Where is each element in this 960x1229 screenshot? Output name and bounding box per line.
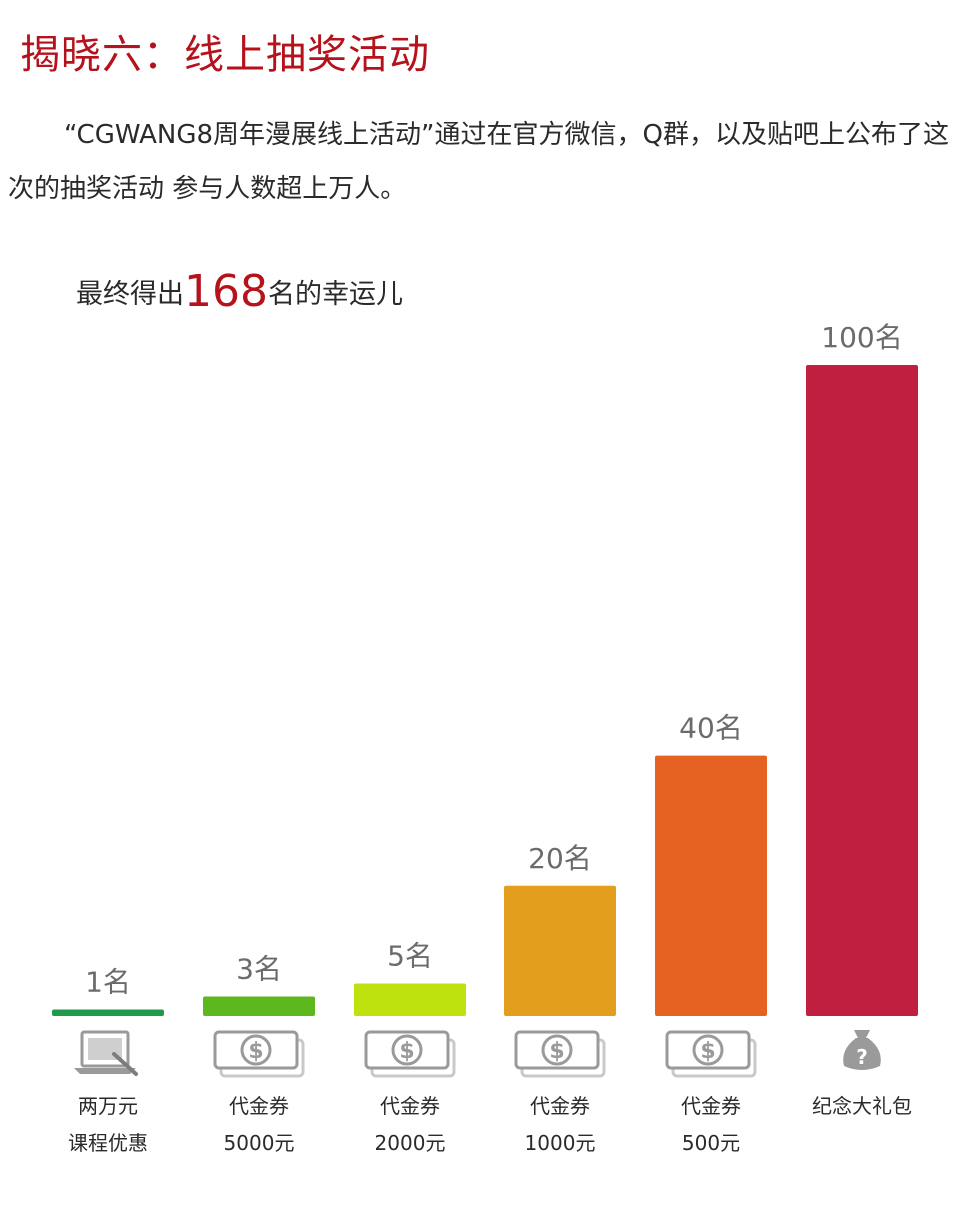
category-label-line: 1000元 — [524, 1131, 596, 1155]
dollar-sign: $ — [549, 1039, 564, 1064]
banknote-icon: $ — [364, 1030, 456, 1078]
summary-suffix: 名的幸运儿 — [267, 279, 403, 310]
category-label-line: 代金券 — [530, 1094, 590, 1118]
banknote-front — [665, 1030, 751, 1070]
coin-circle — [541, 1034, 573, 1066]
category-label: 代金券 1000元 — [485, 1088, 635, 1162]
category-label: 两万元 课程优惠 — [33, 1088, 183, 1162]
bar — [203, 996, 315, 1016]
bar-value-label: 20名 — [528, 842, 592, 875]
summary-prefix: 最终得出 — [76, 279, 184, 310]
category-label-line: 两万元 — [78, 1094, 138, 1118]
category-label-line: 代金券 — [681, 1094, 741, 1118]
coin-circle — [240, 1034, 272, 1066]
summary-number: 168 — [184, 266, 268, 317]
banknote-icon: $ — [514, 1030, 606, 1078]
banknote-front — [514, 1030, 600, 1070]
gift-bag-icon: ? — [843, 1030, 881, 1070]
coin-circle — [391, 1034, 423, 1066]
bar-value-label: 40名 — [679, 712, 743, 745]
dollar-sign: $ — [399, 1039, 414, 1064]
intro-paragraph: “CGWANG8周年漫展线上活动”通过在官方微信，Q群，以及贴吧上公布了这次的抽… — [8, 120, 949, 204]
category-label-line: 课程优惠 — [68, 1131, 148, 1155]
category-label-line: 500元 — [681, 1131, 741, 1155]
question-mark: ? — [856, 1045, 868, 1069]
bag-neck — [854, 1030, 870, 1038]
laptop-course-icon — [74, 1030, 138, 1076]
summary-text: 最终得出168名的幸运儿 — [76, 266, 403, 317]
page-title: 揭晓六：线上抽奖活动 — [20, 32, 430, 78]
category-label: 代金券 2000元 — [335, 1088, 485, 1162]
bar — [806, 365, 918, 1016]
laptop-base — [74, 1068, 136, 1074]
bag-body — [843, 1038, 881, 1070]
bar — [655, 755, 767, 1016]
bar-value-label: 1名 — [85, 965, 131, 998]
banknote-front — [364, 1030, 450, 1070]
category-label-line: 2000元 — [374, 1131, 446, 1155]
category-label: 代金券 500元 — [636, 1088, 786, 1162]
bar — [354, 983, 466, 1016]
dollar-sign: $ — [248, 1039, 263, 1064]
coin-circle — [692, 1034, 724, 1066]
category-label: 纪念大礼包 — [787, 1088, 937, 1125]
bar — [52, 1009, 164, 1016]
bar — [504, 885, 616, 1016]
banknote-icon: $ — [213, 1030, 305, 1078]
bar-value-label: 5名 — [387, 939, 433, 972]
category-label-line: 代金券 — [380, 1094, 440, 1118]
banknote-icon: $ — [665, 1030, 757, 1078]
pen-stroke — [112, 1052, 138, 1076]
bar-value-label: 3名 — [236, 952, 282, 985]
category-label: 代金券 5000元 — [184, 1088, 334, 1162]
banknote-front — [213, 1030, 299, 1070]
category-label-line: 5000元 — [223, 1131, 295, 1155]
category-label-line: 纪念大礼包 — [812, 1094, 912, 1118]
dollar-sign: $ — [700, 1039, 715, 1064]
category-label-line: 代金券 — [229, 1094, 289, 1118]
bar-value-label: 100名 — [821, 321, 902, 354]
